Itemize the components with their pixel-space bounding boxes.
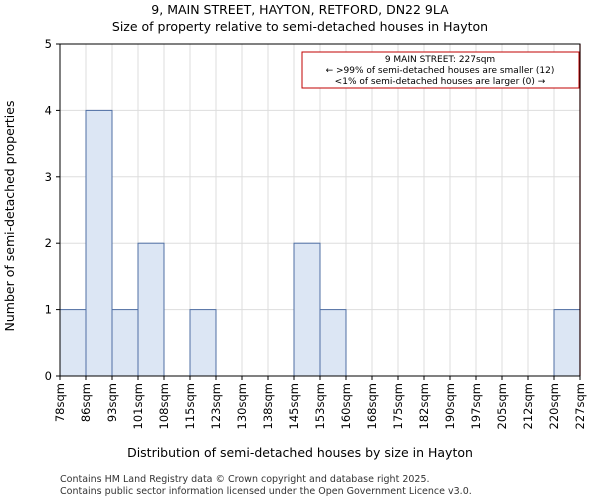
y-axis-label: Number of semi-detached properties [2, 101, 17, 332]
y-tick-label: 2 [45, 236, 52, 250]
annotation-line-3: <1% of semi-detached houses are larger (… [335, 77, 546, 87]
x-tick-label: 175sqm [391, 383, 405, 429]
x-tick-label: 168sqm [365, 383, 379, 429]
annotation-line-2: ← >99% of semi-detached houses are small… [326, 66, 555, 76]
x-tick-label: 108sqm [157, 383, 171, 429]
bars [59, 109, 581, 377]
x-axis-ticks: 78sqm 86sqm 93sqm 101sqm 108sqm 115sqm 123sqm 1… [53, 376, 587, 429]
bar-101sqm [137, 242, 165, 377]
x-tick-label: 182sqm [417, 383, 431, 429]
x-tick-label: 190sqm [443, 383, 457, 429]
x-tick-label: 160sqm [339, 383, 353, 429]
y-tick-label: 3 [45, 170, 52, 184]
chart-title: 9, MAIN STREET, HAYTON, RETFORD, DN22 9L… [151, 2, 449, 17]
x-tick-label: 205sqm [495, 383, 509, 429]
annotation-frame [301, 51, 580, 89]
x-tick-label: 227sqm [573, 383, 587, 429]
y-tick-label: 1 [45, 303, 52, 317]
x-tick-label: 138sqm [261, 383, 275, 429]
bar-93sqm [111, 309, 139, 377]
x-tick-label: 220sqm [547, 383, 561, 429]
x-tick-label: 101sqm [131, 383, 145, 429]
bar-86sqm [85, 109, 113, 377]
x-tick-label: 115sqm [183, 383, 197, 429]
chart-subtitle: Size of property relative to semi-detach… [112, 19, 488, 34]
y-axis-ticks: 0 1 2 3 4 5 [45, 37, 60, 383]
x-axis-label: Distribution of semi-detached houses by … [127, 445, 473, 460]
footer-line-1: Contains HM Land Registry data © Crown c… [60, 474, 430, 485]
y-tick-label: 0 [45, 369, 52, 383]
bar-78sqm [59, 309, 87, 377]
x-tick-label: 78sqm [53, 383, 67, 422]
x-tick-label: 123sqm [209, 383, 223, 429]
y-tick-label: 5 [45, 37, 52, 51]
x-tick-label: 197sqm [469, 383, 483, 429]
bar-153sqm [319, 309, 347, 377]
annotation-line-1: 9 MAIN STREET: 227sqm [385, 55, 495, 65]
x-tick-label: 212sqm [521, 383, 535, 429]
x-tick-label: 130sqm [235, 383, 249, 429]
y-tick-label: 4 [45, 103, 52, 117]
bar-145sqm [293, 242, 321, 377]
bar-220sqm [553, 309, 581, 377]
footer-line-2: Contains public sector information licen… [60, 486, 472, 497]
x-tick-label: 93sqm [105, 383, 119, 422]
annotation-box: 9 MAIN STREET: 227sqm ← >99% of semi-det… [301, 51, 580, 89]
x-tick-label: 153sqm [313, 383, 327, 429]
x-tick-label: 86sqm [79, 383, 93, 422]
bar-115sqm [189, 309, 217, 377]
x-tick-label: 145sqm [287, 383, 301, 429]
